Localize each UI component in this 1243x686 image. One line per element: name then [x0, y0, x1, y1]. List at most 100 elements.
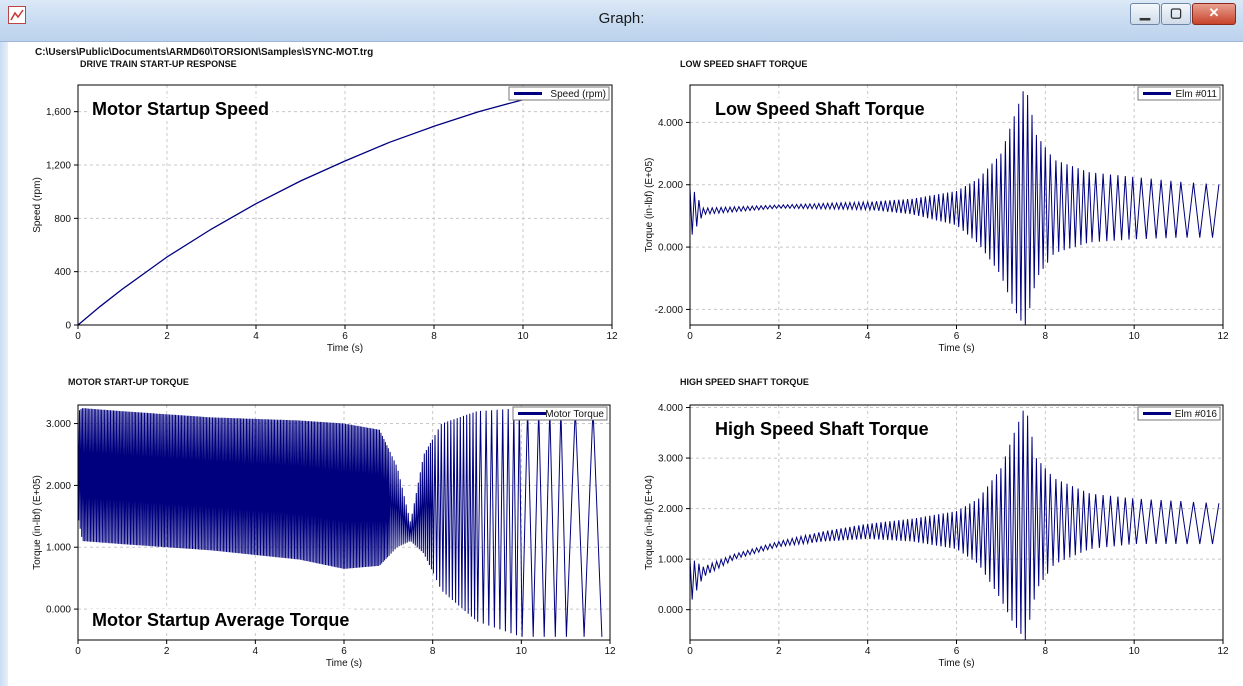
y-tick-label: 1,600	[46, 107, 71, 118]
annotation-label: Motor Startup Average Torque	[92, 610, 349, 630]
x-tick-label: 12	[604, 646, 616, 657]
y-tick-label: 1,200	[46, 161, 71, 172]
x-tick-label: 10	[516, 646, 528, 657]
x-axis-label: Time (s)	[938, 343, 974, 354]
x-axis-label: Time (s)	[938, 658, 974, 669]
maximize-button[interactable]: ▢	[1161, 3, 1191, 25]
x-tick-label: 0	[687, 646, 693, 657]
y-tick-label: 1.000	[46, 543, 71, 554]
plot-frame	[77, 404, 611, 641]
annotation-label: High Speed Shaft Torque	[715, 419, 929, 439]
file-path: C:\Users\Public\Documents\ARMD60\TORSION…	[35, 47, 374, 58]
y-tick-label: 0.000	[46, 605, 71, 616]
plot-frame	[77, 84, 613, 326]
legend-box	[508, 86, 610, 101]
chart-panel-high_speed: 0 2 4 6 8 10 12 0.000 1.000 2.000 3.000 4.000 Elm #0…	[644, 377, 1229, 669]
y-tick-label: 800	[54, 214, 71, 225]
y-tick-label: 0.000	[658, 243, 683, 254]
y-tick-label: 0.000	[658, 605, 683, 616]
chart-title: DRIVE TRAIN START-UP RESPONSE	[80, 59, 237, 69]
annotation-backdrop	[89, 98, 273, 120]
y-axis-label: Torque (in-lbf) (E+05)	[644, 158, 655, 253]
legend: Motor Torque	[512, 406, 608, 421]
x-tick-label: 6	[954, 646, 960, 657]
chart-panel-speed: 0 2 4 6 8 10 12 0 400 800 1,200 1,600 Speed (rpm) DRI…	[32, 59, 618, 354]
x-tick-label: 12	[1217, 331, 1229, 342]
legend: Elm #011	[1137, 86, 1221, 101]
plot-frame	[689, 84, 1224, 326]
x-tick-label: 2	[776, 331, 782, 342]
x-tick-label: 8	[431, 331, 437, 342]
series-line-1	[689, 91, 1220, 326]
x-axis-label: Time (s)	[327, 343, 363, 354]
annotation-backdrop	[712, 98, 928, 120]
chart-panel-motor_torque: 0 2 4 6 8 10 12 0.000 1.000 2.000 3.000 Motor Torqu…	[32, 377, 616, 669]
x-tick-label: 0	[687, 331, 693, 342]
x-tick-label: 6	[954, 331, 960, 342]
x-tick-label: 8	[1043, 331, 1049, 342]
y-axis-label: Torque (in-lbf) (E+04)	[644, 475, 655, 570]
chart-title: MOTOR START-UP TORQUE	[68, 377, 189, 387]
window-title: Graph:	[598, 10, 645, 27]
y-tick-label: -2.000	[655, 305, 684, 316]
x-tick-label: 8	[1043, 646, 1049, 657]
legend-label: Speed (rpm)	[550, 89, 606, 100]
close-button[interactable]: ✕	[1192, 3, 1236, 25]
y-axis-label: Speed (rpm)	[32, 177, 43, 233]
legend: Speed (rpm)	[508, 86, 610, 101]
x-tick-label: 0	[75, 646, 81, 657]
minimize-icon: ▁	[1140, 5, 1150, 20]
chart-title: HIGH SPEED SHAFT TORQUE	[680, 377, 809, 387]
y-tick-label: 1.000	[658, 555, 683, 566]
x-tick-label: 6	[342, 331, 348, 342]
y-tick-label: 3.000	[658, 454, 683, 465]
window-titlebar: Graph: ▁ ▢ ✕	[0, 0, 1243, 42]
plot-frame	[689, 404, 1224, 641]
x-tick-label: 2	[164, 331, 170, 342]
x-tick-label: 4	[865, 646, 871, 657]
y-tick-label: 3.000	[46, 419, 71, 430]
x-tick-label: 12	[1217, 646, 1229, 657]
window-left-border	[0, 42, 8, 686]
minimize-button[interactable]: ▁	[1130, 3, 1160, 25]
annotation-backdrop	[712, 418, 932, 440]
y-axis-label: Torque (in-lbf) (E+05)	[32, 475, 43, 570]
x-tick-label: 2	[776, 646, 782, 657]
annotation-label: Motor Startup Speed	[92, 99, 269, 119]
x-tick-label: 10	[517, 331, 529, 342]
y-tick-label: 4.000	[658, 118, 683, 129]
chart-title: LOW SPEED SHAFT TORQUE	[680, 59, 807, 69]
legend-label: Elm #011	[1175, 89, 1217, 100]
y-tick-label: 2.000	[658, 180, 683, 191]
legend-box	[512, 406, 608, 421]
x-tick-label: 10	[1129, 646, 1141, 657]
legend-label: Elm #016	[1175, 409, 1218, 420]
maximize-icon: ▢	[1169, 5, 1183, 20]
y-tick-label: 0	[65, 321, 71, 332]
annotation-backdrop	[89, 609, 353, 631]
series-line-1	[77, 99, 524, 326]
legend-label: Motor Torque	[545, 409, 604, 420]
annotation-label: Low Speed Shaft Torque	[715, 99, 925, 119]
x-tick-label: 6	[341, 646, 347, 657]
x-tick-label: 0	[75, 331, 81, 342]
legend: Elm #016	[1137, 406, 1221, 421]
graph-app-icon[interactable]	[8, 6, 26, 24]
graph-app-icon-glyph	[10, 9, 24, 21]
y-tick-label: 2.000	[46, 481, 71, 492]
x-axis-label: Time (s)	[326, 658, 362, 669]
y-tick-label: 400	[54, 267, 71, 278]
x-tick-label: 4	[865, 331, 871, 342]
chart-panel-low_speed: 0 2 4 6 8 10 12 -2.000 0.000 2.000 4.000 Elm #011 LO…	[644, 59, 1229, 354]
x-tick-label: 4	[253, 331, 259, 342]
legend-box	[1137, 406, 1221, 421]
x-tick-label: 12	[606, 331, 618, 342]
x-tick-label: 10	[1129, 331, 1141, 342]
series-line-1	[77, 408, 603, 637]
y-tick-label: 2.000	[658, 504, 683, 515]
series-line-1	[689, 410, 1220, 641]
close-icon: ✕	[1208, 5, 1220, 20]
x-tick-label: 4	[253, 646, 259, 657]
legend-box	[1137, 86, 1221, 101]
